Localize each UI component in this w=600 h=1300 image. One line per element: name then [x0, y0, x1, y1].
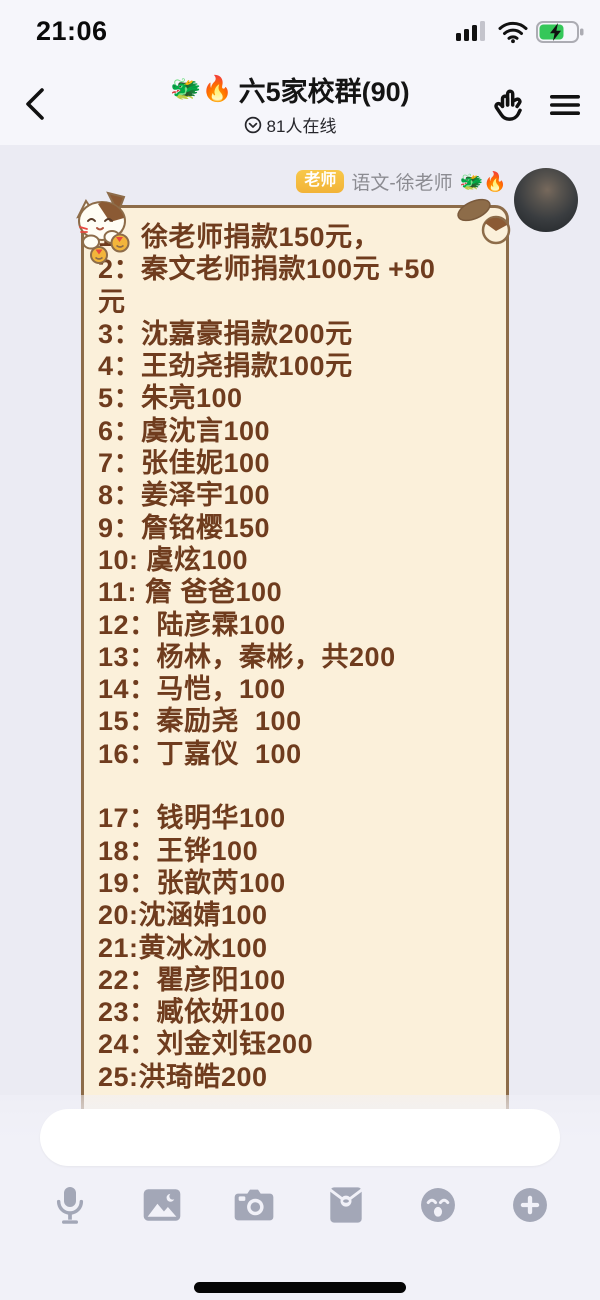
clock: 21:06: [36, 16, 108, 46]
sender-info: 老师 语文-徐老师 🐲🔥: [296, 168, 507, 195]
message-bubble[interactable]: 1：徐老师捐款150元， 2：秦文老师捐款100元 +50 元 3：沈嘉豪捐款2…: [76, 191, 511, 1140]
group-title-emojis: 🐲🔥: [170, 75, 233, 103]
online-status-icon: [244, 116, 261, 133]
teacher-badge: 老师: [296, 170, 345, 193]
cat-tail-decoration-icon: [457, 198, 511, 245]
sender-name: 语文-徐老师: [351, 173, 453, 194]
message-input[interactable]: [40, 1109, 560, 1166]
status-icons: [456, 20, 584, 44]
chat-area: 老师 语文-徐老师 🐲🔥: [0, 145, 600, 1300]
input-toolbar: [0, 1183, 600, 1227]
emoji-button[interactable]: [416, 1183, 460, 1227]
home-indicator[interactable]: [194, 1282, 406, 1293]
camera-button[interactable]: [232, 1183, 276, 1227]
sender-name-emojis: 🐲🔥: [459, 171, 507, 193]
wifi-icon: [498, 21, 528, 44]
battery-charging-icon: [536, 21, 584, 43]
plus-button[interactable]: [508, 1183, 552, 1227]
sender-avatar[interactable]: [514, 168, 578, 232]
photo-button[interactable]: [140, 1183, 184, 1227]
hand-gesture-button[interactable]: [492, 86, 528, 129]
cellular-signal-icon: [456, 21, 485, 41]
microphone-button[interactable]: [48, 1183, 92, 1227]
message-row: 老师 语文-徐老师 🐲🔥: [0, 145, 600, 1140]
input-panel: [0, 1095, 600, 1300]
group-title: 六5家校群(90): [238, 77, 410, 107]
lucky-cat-decoration-icon: [76, 191, 130, 264]
nav-actions: [492, 86, 582, 129]
back-button[interactable]: [18, 82, 58, 126]
menu-button[interactable]: [548, 88, 582, 127]
online-count: 81人在线: [266, 117, 337, 136]
red-packet-button[interactable]: [324, 1183, 368, 1227]
nav-bar: 🐲🔥 六5家校群(90) 81人在线: [0, 60, 600, 145]
status-bar: 21:06: [0, 0, 600, 60]
online-status[interactable]: 81人在线: [90, 112, 490, 137]
donation-list-text: 1：徐老师捐款150元， 2：秦文老师捐款100元 +50 元 3：沈嘉豪捐款2…: [98, 222, 436, 1092]
group-header: 🐲🔥 六5家校群(90) 81人在线: [90, 70, 490, 137]
